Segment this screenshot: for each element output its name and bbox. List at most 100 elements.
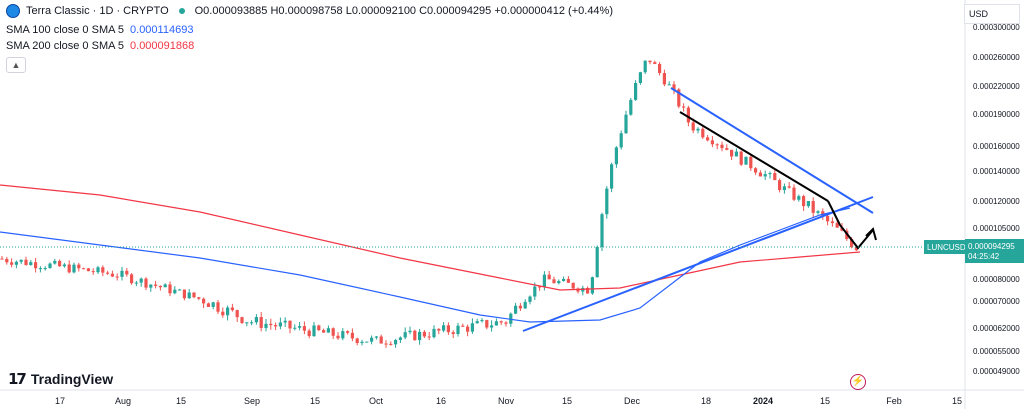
candle-body bbox=[283, 320, 287, 323]
symbol-header[interactable]: Terra Classic · 1D · CRYPTO O0.000093885… bbox=[6, 4, 613, 18]
candle-body bbox=[773, 173, 777, 181]
candle-body bbox=[298, 326, 302, 328]
candle bbox=[710, 136, 714, 148]
candle-body bbox=[682, 106, 686, 108]
candle-body bbox=[278, 322, 282, 327]
sma100-label: SMA 100 close 0 SMA 5 bbox=[6, 24, 125, 36]
candle bbox=[211, 301, 215, 310]
candle bbox=[667, 81, 671, 86]
candle bbox=[499, 320, 503, 326]
candle bbox=[403, 327, 407, 340]
candle bbox=[610, 162, 614, 193]
candle bbox=[485, 319, 489, 330]
candle-body bbox=[595, 246, 599, 278]
candle bbox=[350, 328, 354, 342]
candle bbox=[571, 282, 575, 290]
candle bbox=[715, 143, 719, 150]
candle bbox=[677, 87, 681, 109]
candle bbox=[149, 284, 153, 292]
candle-body bbox=[10, 262, 14, 265]
tradingview-logo[interactable]: 17 TradingView bbox=[8, 370, 113, 388]
candle-body bbox=[178, 289, 182, 291]
candle-body bbox=[432, 328, 436, 338]
candle bbox=[528, 295, 532, 305]
candle-body bbox=[0, 258, 4, 260]
candle-body bbox=[72, 264, 76, 273]
candle-body bbox=[62, 264, 66, 267]
y-tick-label: 0.000120000 bbox=[973, 197, 1020, 206]
candle bbox=[523, 299, 527, 309]
y-tick-label: 0.000062000 bbox=[973, 324, 1020, 333]
candle-body bbox=[538, 286, 542, 288]
candle-body bbox=[533, 286, 537, 297]
candle-body bbox=[350, 332, 354, 339]
symbol-title[interactable]: Terra Classic · 1D · CRYPTO bbox=[26, 5, 169, 17]
candle bbox=[662, 69, 666, 87]
candle-body bbox=[566, 278, 570, 283]
candle bbox=[466, 324, 470, 337]
candle-body bbox=[307, 330, 311, 337]
candle-body bbox=[379, 336, 383, 344]
candle bbox=[514, 302, 518, 315]
candle-body bbox=[461, 325, 465, 327]
y-tick-label: 0.000105000 bbox=[973, 224, 1020, 233]
candle bbox=[221, 307, 225, 318]
candle-body bbox=[739, 151, 743, 165]
candle-body bbox=[662, 73, 666, 85]
candle bbox=[470, 318, 474, 334]
x-tick-label: 17 bbox=[55, 396, 65, 406]
sma100-legend[interactable]: SMA 100 close 0 SMA 5 0.000114693 bbox=[6, 24, 193, 36]
candle bbox=[590, 276, 594, 295]
candle-body bbox=[250, 322, 254, 324]
sma200-legend[interactable]: SMA 200 close 0 SMA 5 0.000091868 bbox=[6, 40, 194, 52]
candle bbox=[816, 210, 820, 215]
candle bbox=[293, 324, 297, 331]
candle-body bbox=[34, 262, 38, 269]
candle-body bbox=[384, 343, 388, 345]
candle-body bbox=[600, 214, 604, 247]
candle bbox=[629, 97, 633, 116]
candle bbox=[643, 60, 647, 74]
candle bbox=[288, 320, 292, 334]
ohlc-values: O0.000093885 H0.000098758 L0.000092100 C… bbox=[194, 5, 613, 17]
candle bbox=[749, 154, 753, 171]
y-tick-label: 0.000049000 bbox=[973, 367, 1020, 376]
x-tick-label: 15 bbox=[820, 396, 830, 406]
candle-body bbox=[235, 310, 239, 318]
candle bbox=[830, 217, 834, 227]
candle-body bbox=[590, 277, 594, 294]
chevron-up-icon[interactable]: ▲ bbox=[6, 57, 26, 73]
candle-body bbox=[259, 317, 263, 328]
candle bbox=[437, 328, 441, 335]
candle-body bbox=[638, 72, 642, 83]
candle-body bbox=[446, 325, 450, 333]
candle-body bbox=[302, 326, 306, 331]
candle bbox=[0, 256, 4, 260]
candle-body bbox=[787, 186, 791, 188]
candle-body bbox=[552, 279, 556, 284]
candle bbox=[394, 338, 398, 348]
candle-body bbox=[509, 313, 513, 324]
candle-body bbox=[82, 268, 86, 270]
candle bbox=[706, 135, 710, 142]
candle-body bbox=[38, 268, 42, 270]
candle-body bbox=[701, 128, 705, 138]
candle bbox=[734, 148, 738, 157]
y-tick-label: 0.000140000 bbox=[973, 167, 1020, 176]
candle bbox=[5, 256, 9, 265]
candle bbox=[322, 328, 326, 333]
candle-body bbox=[149, 284, 153, 288]
candle bbox=[557, 279, 561, 285]
candle-body bbox=[720, 144, 724, 149]
candle bbox=[14, 260, 18, 269]
lightning-icon[interactable]: ⚡ bbox=[850, 374, 866, 390]
candle bbox=[408, 326, 412, 335]
candle-body bbox=[523, 301, 527, 309]
candle bbox=[730, 149, 734, 160]
candle bbox=[264, 319, 268, 332]
currency-selector[interactable]: USD bbox=[964, 4, 1020, 24]
candle-body bbox=[470, 323, 474, 332]
candle-body bbox=[312, 325, 316, 337]
candle bbox=[10, 258, 14, 268]
